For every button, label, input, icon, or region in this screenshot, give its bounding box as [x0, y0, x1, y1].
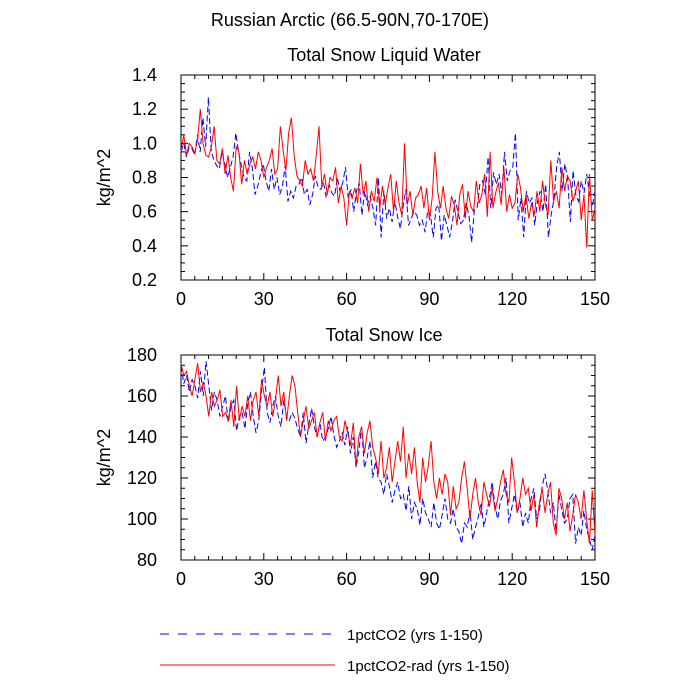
chart-title: Total Snow Ice	[325, 325, 442, 345]
legend-label-1pctco2-rad: 1pctCO2-rad (yrs 1-150)	[347, 658, 510, 675]
x-tick-label: 30	[254, 569, 274, 589]
chart-snow-liquid-water: Total Snow Liquid Water 0 30 60 90 120 150 0.2 0…	[94, 45, 610, 309]
y-tick-label: 0.6	[132, 202, 157, 222]
x-tick-label: 120	[497, 289, 527, 309]
y-tick-label: 160	[127, 386, 157, 406]
y-axis-label: kg/m^2	[94, 429, 114, 486]
y-axis-label: kg/m^2	[94, 149, 114, 206]
x-tick-label: 0	[176, 289, 186, 309]
x-tick-label: 150	[580, 569, 610, 589]
legend: 1pctCO2 (yrs 1-150) 1pctCO2-rad (yrs 1-15…	[160, 627, 510, 675]
x-tick-label: 60	[337, 569, 357, 589]
y-tick-label: 80	[137, 550, 157, 570]
y-tick-label: 0.8	[132, 168, 157, 188]
chart-title: Total Snow Liquid Water	[287, 45, 480, 65]
x-tick-label: 60	[337, 289, 357, 309]
x-tick-label: 30	[254, 289, 274, 309]
y-tick-label: 1.2	[132, 99, 157, 119]
legend-label-1pctco2: 1pctCO2 (yrs 1-150)	[347, 627, 483, 644]
x-tick-label: 120	[497, 569, 527, 589]
series-line-1pctco2	[180, 97, 596, 243]
y-tick-label: 140	[127, 427, 157, 447]
series-line-1pctco2	[180, 361, 596, 550]
y-tick-label: 1.4	[132, 65, 157, 85]
x-tick-label: 0	[176, 569, 186, 589]
series-line-1pctco2-rad	[180, 363, 596, 544]
y-tick-label: 0.4	[132, 236, 157, 256]
y-tick-label: 180	[127, 345, 157, 365]
series-line-1pctco2-rad	[180, 109, 596, 248]
chart-snow-ice: Total Snow Ice 0 30 60 90 120 150 80 100 120 140 16…	[94, 325, 610, 589]
x-tick-label: 90	[419, 569, 439, 589]
x-tick-label: 150	[580, 289, 610, 309]
figure-title: Russian Arctic (66.5-90N,70-170E)	[210, 10, 490, 30]
y-tick-label: 1.0	[132, 133, 157, 153]
x-tick-label: 90	[419, 289, 439, 309]
y-tick-label: 0.2	[132, 270, 157, 290]
y-tick-label: 100	[127, 509, 157, 529]
y-tick-label: 120	[127, 468, 157, 488]
plot-frame	[180, 74, 596, 281]
